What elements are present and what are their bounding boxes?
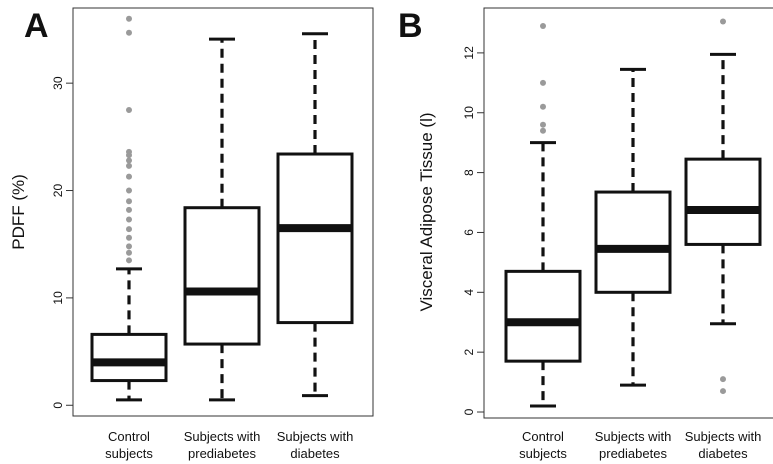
category-label: diabetes [698,446,748,461]
outlier-point [126,29,132,36]
panel-a-plot-frame [72,7,374,417]
outlier-point [540,103,546,110]
outlier-point [720,376,726,383]
y-tick-label: 6 [462,229,476,236]
box-iqr [504,269,582,363]
outlier-point [126,243,132,250]
category-label: prediabetes [599,446,667,461]
outlier-point [540,121,546,128]
outlier-point [126,257,132,264]
y-tick-label: 12 [462,46,476,60]
outlier-point [720,18,726,25]
panel-a-letter: A [24,7,49,45]
outlier-point [126,148,132,155]
category-label: diabetes [290,446,340,461]
y-tick-label: 20 [51,184,65,198]
category-label: subjects [105,446,153,461]
outlier-point [126,107,132,113]
y-tick-label: 30 [51,76,65,90]
outlier-point [126,198,132,205]
panel-b-y-axis-label: Visceral Adipose Tissue (l) [417,112,436,311]
y-tick-label: 0 [462,408,476,415]
box-iqr [594,190,672,294]
category-label: Subjects with [277,429,354,444]
y-tick-label: 10 [462,106,476,120]
y-tick-label: 10 [51,291,65,305]
y-tick-label: 8 [462,169,476,176]
outlier-point [126,216,132,223]
panel-b-letter: B [398,7,423,45]
category-label: Control [108,429,150,444]
box-iqr [183,206,261,346]
outlier-point [126,187,132,194]
panel-b-plot-frame [483,7,773,419]
panel-a: A PDFF (%) 0 10 20 30 Control subjects Subject… [9,7,374,461]
box-iqr [684,157,762,246]
outlier-point [126,162,132,169]
outlier-point [540,127,546,134]
outlier-point [126,226,132,233]
y-tick-label: 0 [51,402,65,409]
category-label: subjects [519,446,567,461]
y-tick-label: 2 [462,349,476,356]
outlier-point [126,234,132,241]
box-iqr [276,152,354,325]
category-label: Control [522,429,564,444]
category-label: Subjects with [184,429,261,444]
panel-b: B Visceral Adipose Tissue (l) 0 2 4 6 8 10 12 C… [398,7,773,461]
outlier-point [720,388,726,395]
outlier-point [126,15,132,22]
category-label: prediabetes [188,446,256,461]
outlier-point [540,79,546,86]
outlier-point [126,249,132,256]
outlier-point [126,157,132,164]
category-label: Subjects with [685,429,762,444]
y-tick-label: 4 [462,289,476,296]
outlier-point [126,206,132,213]
outlier-point [540,22,546,29]
box-iqr [90,332,168,383]
panel-a-y-axis-label: PDFF (%) [9,174,28,250]
category-label: Subjects with [595,429,672,444]
outlier-point [126,173,132,180]
